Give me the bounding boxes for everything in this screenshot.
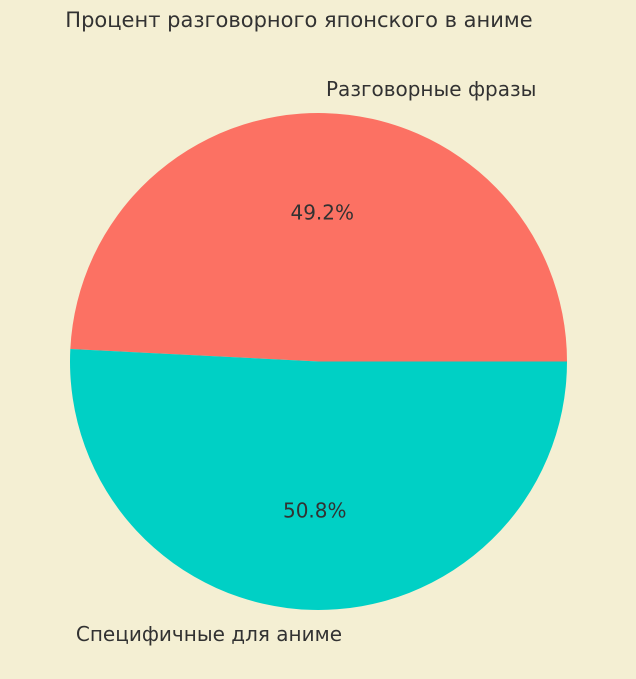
chart-title: Процент разговорного японского в аниме — [65, 8, 533, 32]
slice-label-conversational-phrases: Разговорные фразы — [326, 77, 537, 101]
slice-label-anime-specific: Специфичные для аниме — [75, 622, 342, 646]
pie-percent-label-anime-specific: 50.8% — [283, 499, 347, 523]
pie-percent-label-conversational: 49.2% — [290, 200, 354, 224]
pie-slice-conversational-phrases — [70, 113, 567, 362]
pie-slice-anime-specific — [70, 349, 567, 611]
